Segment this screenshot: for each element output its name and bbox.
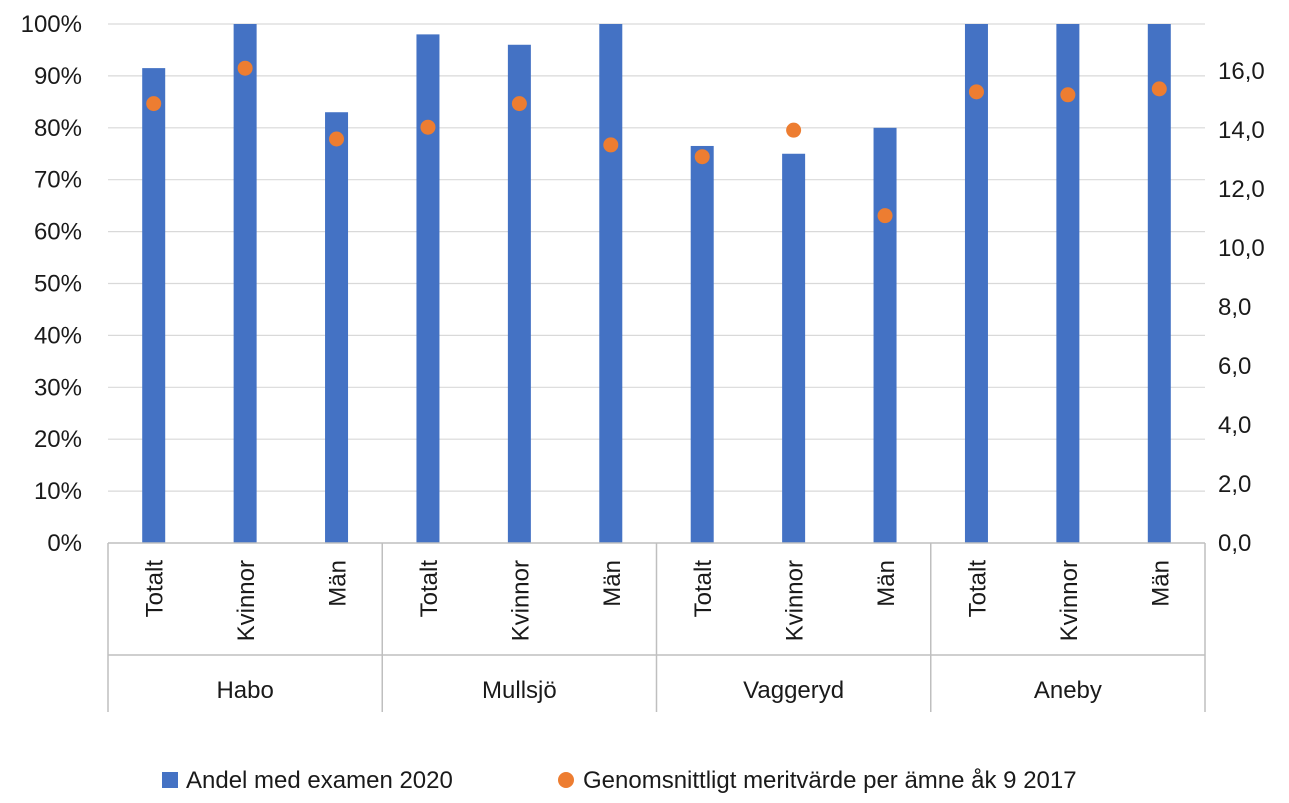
point bbox=[420, 119, 436, 135]
subcategory-label: Totalt bbox=[142, 560, 169, 618]
point bbox=[968, 84, 984, 100]
bar bbox=[964, 24, 988, 543]
subcategory-label: Totalt bbox=[964, 560, 991, 618]
bar bbox=[233, 24, 257, 543]
subcategory-label: Kvinnor bbox=[233, 560, 260, 641]
left-tick-label: 30% bbox=[34, 374, 82, 401]
bar bbox=[1056, 24, 1080, 543]
bar bbox=[325, 112, 349, 543]
left-tick-label: 0% bbox=[47, 530, 82, 557]
left-tick-label: 90% bbox=[34, 63, 82, 90]
point bbox=[511, 96, 527, 112]
legend-dot-swatch bbox=[558, 772, 574, 788]
category-axis: Totalt Kvinnor Män Totalt Kvinnor Män Totalt Kv… bbox=[142, 560, 1175, 704]
point bbox=[603, 137, 619, 153]
left-tick-label: 100% bbox=[21, 11, 82, 38]
legend: Andel med examen 2020 Genomsnittligt mer… bbox=[162, 767, 1077, 794]
bar bbox=[782, 153, 806, 543]
left-tick-label: 40% bbox=[34, 322, 82, 349]
subcategory-label: Totalt bbox=[690, 560, 717, 618]
subcategory-label: Män bbox=[325, 560, 352, 607]
bar bbox=[873, 127, 897, 544]
bar bbox=[1147, 24, 1171, 543]
legend-bar-label: Andel med examen 2020 bbox=[186, 767, 453, 794]
point bbox=[146, 96, 162, 112]
subcategory-label: Kvinnor bbox=[507, 560, 534, 641]
right-tick-label: 4,0 bbox=[1218, 412, 1251, 439]
point bbox=[1151, 81, 1167, 97]
subcategory-label: Kvinnor bbox=[782, 560, 809, 641]
right-axis-ticks: 0,0 2,0 4,0 6,0 8,0 10,0 12,0 14,0 16,0 bbox=[1218, 58, 1265, 557]
point bbox=[1060, 87, 1076, 103]
bar bbox=[599, 24, 623, 543]
right-tick-label: 0,0 bbox=[1218, 530, 1251, 557]
point bbox=[237, 60, 253, 76]
subcategory-label: Män bbox=[1147, 560, 1174, 607]
subcategory-label: Kvinnor bbox=[1056, 560, 1083, 641]
point bbox=[694, 149, 710, 165]
legend-dot-label: Genomsnittligt meritvärde per ämne åk 9 … bbox=[583, 767, 1077, 794]
bar-series bbox=[142, 24, 1171, 544]
gridlines bbox=[108, 23, 1205, 492]
right-tick-label: 12,0 bbox=[1218, 176, 1265, 203]
left-tick-label: 10% bbox=[34, 478, 82, 505]
left-tick-label: 20% bbox=[34, 426, 82, 453]
bar bbox=[142, 68, 166, 544]
left-tick-label: 70% bbox=[34, 167, 82, 194]
dot-series bbox=[146, 60, 1167, 224]
point bbox=[877, 208, 893, 224]
legend-bar-swatch bbox=[162, 772, 178, 788]
left-tick-label: 80% bbox=[34, 115, 82, 142]
bar bbox=[690, 145, 714, 543]
bar bbox=[416, 34, 440, 543]
right-tick-label: 16,0 bbox=[1218, 58, 1265, 85]
axes bbox=[107, 542, 1206, 712]
group-label: Mullsjö bbox=[482, 677, 557, 704]
right-tick-label: 8,0 bbox=[1218, 294, 1251, 321]
point bbox=[786, 122, 802, 138]
group-label: Aneby bbox=[1034, 677, 1102, 704]
right-tick-label: 10,0 bbox=[1218, 235, 1265, 262]
bar bbox=[507, 44, 531, 543]
group-label: Habo bbox=[216, 677, 273, 704]
point bbox=[329, 131, 345, 147]
group-label: Vaggeryd bbox=[743, 677, 844, 704]
right-tick-label: 6,0 bbox=[1218, 353, 1251, 380]
left-tick-label: 60% bbox=[34, 219, 82, 246]
subcategory-label: Män bbox=[873, 560, 900, 607]
right-tick-label: 2,0 bbox=[1218, 471, 1251, 498]
right-tick-label: 14,0 bbox=[1218, 117, 1265, 144]
subcategory-label: Totalt bbox=[416, 560, 443, 618]
subcategory-label: Män bbox=[599, 560, 626, 607]
left-axis-ticks: 0% 10% 20% 30% 40% 50% 60% 70% 80% 90% 100% bbox=[21, 11, 82, 557]
left-tick-label: 50% bbox=[34, 271, 82, 298]
